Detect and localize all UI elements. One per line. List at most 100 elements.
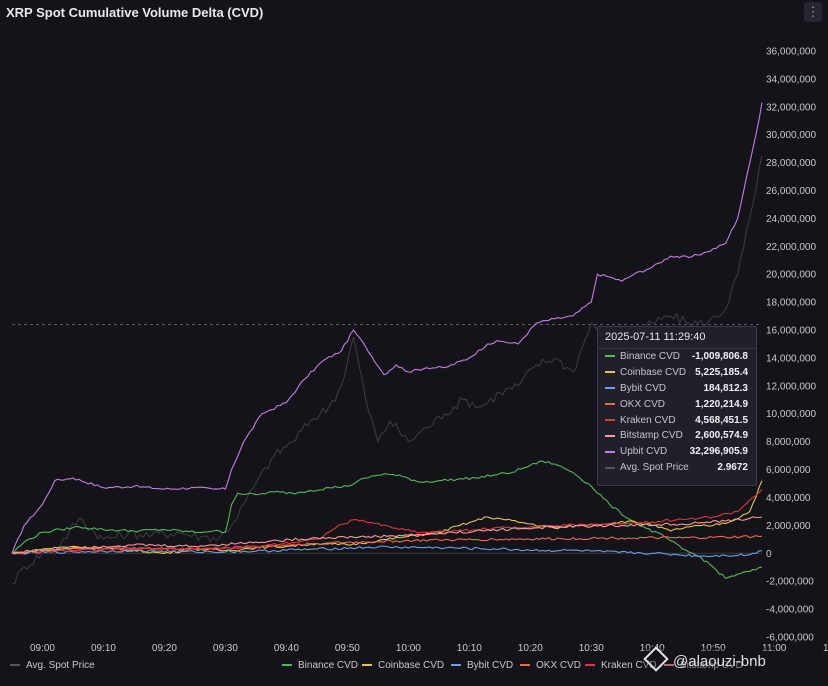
tooltip-swatch bbox=[605, 434, 615, 437]
series-line-upbit-cvd bbox=[11, 102, 763, 554]
tooltip-swatch bbox=[605, 355, 615, 358]
tooltip-series-name: OKX CVD bbox=[620, 398, 666, 410]
y-tick-label: -2,000,000 bbox=[766, 577, 814, 588]
tooltip-row: Bitstamp CVD 2,600,574.9 bbox=[598, 428, 756, 444]
tooltip-series-name: Kraken CVD bbox=[620, 414, 676, 426]
tooltip-series-value: 32,296,905.9 bbox=[689, 446, 748, 458]
x-tick-label: 09:40 bbox=[274, 643, 299, 654]
tooltip-series-value: 5,225,185.4 bbox=[695, 366, 748, 378]
legend-swatch bbox=[664, 664, 674, 667]
tooltip-swatch bbox=[605, 387, 615, 390]
y-tick-label: 28,000,000 bbox=[766, 158, 816, 169]
y-tick-label: 20,000,000 bbox=[766, 270, 816, 281]
tooltip-series-name: Coinbase CVD bbox=[620, 366, 687, 378]
legend-item-coinbase[interactable]: Coinbase CVD bbox=[362, 660, 444, 671]
series-line-kraken-cvd bbox=[11, 489, 763, 555]
y-tick-label: 30,000,000 bbox=[766, 130, 816, 141]
legend-swatch bbox=[362, 664, 372, 667]
tooltip-row: Bybit CVD 184,812.3 bbox=[598, 381, 756, 397]
legend-swatch bbox=[282, 664, 292, 667]
legend-label: Avg. Spot Price bbox=[26, 660, 95, 671]
x-tick-label: 10:20 bbox=[518, 643, 543, 654]
y-tick-label: 26,000,000 bbox=[766, 186, 816, 197]
legend-swatch bbox=[451, 664, 461, 667]
y-tick-label: 22,000,000 bbox=[766, 242, 816, 253]
tooltip-series-name: Avg. Spot Price bbox=[620, 462, 689, 474]
x-tick-label: 10:00 bbox=[396, 643, 421, 654]
x-tick-label: 10:30 bbox=[579, 643, 604, 654]
x-tick-label: 10:50 bbox=[701, 643, 726, 654]
tooltip-series-name: Bybit CVD bbox=[620, 382, 667, 394]
tooltip-series-value: 2.9672 bbox=[717, 462, 748, 474]
legend-label: Binance CVD bbox=[298, 660, 359, 671]
x-tick-label: 11:00 bbox=[762, 643, 787, 654]
watermark: @alaouzi-bnb bbox=[643, 646, 770, 672]
y-tick-label: 18,000,000 bbox=[766, 298, 816, 309]
x-tick-label: 10:40 bbox=[640, 643, 665, 654]
y-tick-label: 32,000,000 bbox=[766, 102, 816, 113]
y-tick-label: -4,000,000 bbox=[766, 605, 814, 616]
legend-label: Bybit CVD bbox=[467, 660, 514, 671]
tooltip-series-value: -1,009,806.8 bbox=[691, 351, 748, 362]
series-line-bybit-cvd bbox=[11, 545, 763, 558]
legend-swatch bbox=[10, 664, 20, 667]
legend-item-okx[interactable]: OKX CVD bbox=[520, 660, 581, 671]
x-tick-label: 10:10 bbox=[457, 643, 482, 654]
y-tick-label: 24,000,000 bbox=[766, 214, 816, 225]
tooltip-series-value: 1,220,214.9 bbox=[695, 398, 748, 410]
legend-item-avg-spot-price[interactable]: Avg. Spot Price bbox=[10, 660, 95, 671]
tooltip-row: OKX CVD 1,220,214.9 bbox=[598, 397, 756, 413]
chart-title: XRP Spot Cumulative Volume Delta (CVD) bbox=[6, 5, 264, 20]
x-tick-label: 09:20 bbox=[152, 643, 177, 654]
tooltip-row: Avg. Spot Price 2.9672 bbox=[598, 460, 756, 476]
legend-label: Coinbase CVD bbox=[378, 660, 445, 671]
tooltip-swatch bbox=[605, 450, 615, 453]
legend-item-bitstamp[interactable]: Bitstamp CVD bbox=[664, 660, 743, 671]
tooltip-series-name: Upbit CVD bbox=[620, 446, 668, 458]
y-tick-label: 4,000,000 bbox=[766, 493, 811, 504]
tooltip-series-value: 4,568,451.5 bbox=[695, 414, 748, 426]
legend-label: Bitstamp CVD bbox=[680, 660, 743, 671]
x-tick-label: 09:30 bbox=[213, 643, 238, 654]
y-tick-label: -6,000,000 bbox=[766, 633, 814, 644]
watermark-text: @alaouzi-bnb bbox=[673, 653, 766, 670]
legend-label: Kraken CVD bbox=[601, 660, 657, 671]
x-tick-label: 09:10 bbox=[91, 643, 116, 654]
tooltip-swatch bbox=[605, 371, 615, 374]
crosshair-tooltip: 2025-07-11 11:29:40 Binance CVD -1,009,80… bbox=[597, 326, 757, 486]
x-tick-label: 09:50 bbox=[335, 643, 360, 654]
tooltip-series-name: Bitstamp CVD bbox=[620, 430, 683, 442]
y-tick-label: 36,000,000 bbox=[766, 46, 816, 57]
tooltip-swatch bbox=[605, 466, 615, 469]
more-vertical-icon[interactable]: ⋮ bbox=[804, 2, 822, 22]
tooltip-row: Upbit CVD 32,296,905.9 bbox=[598, 444, 756, 460]
series-line-coinbase-cvd bbox=[11, 480, 763, 555]
y-tick-label: 10,000,000 bbox=[766, 409, 816, 420]
legend-item-binance[interactable]: Binance CVD bbox=[282, 660, 358, 671]
y-tick-label: 14,000,000 bbox=[766, 353, 816, 364]
tooltip-row: Coinbase CVD 5,225,185.4 bbox=[598, 365, 756, 381]
tooltip-swatch bbox=[605, 403, 615, 406]
legend-item-bybit[interactable]: Bybit CVD bbox=[451, 660, 513, 671]
legend-swatch bbox=[520, 664, 530, 667]
tooltip-time: 2025-07-11 11:29:40 bbox=[598, 327, 756, 349]
legend-label: OKX CVD bbox=[536, 660, 582, 671]
y-tick-label: 16,000,000 bbox=[766, 326, 816, 337]
y-tick-label: 8,000,000 bbox=[766, 437, 811, 448]
y-tick-label: 34,000,000 bbox=[766, 74, 816, 85]
y-tick-label: 0 bbox=[766, 549, 772, 560]
y-tick-label: 12,000,000 bbox=[766, 381, 816, 392]
y-tick-label: 6,000,000 bbox=[766, 465, 811, 476]
tooltip-swatch bbox=[605, 418, 615, 421]
tooltip-series-value: 2,600,574.9 bbox=[695, 430, 748, 442]
legend-swatch bbox=[585, 664, 595, 667]
tooltip-row: Kraken CVD 4,568,451.5 bbox=[598, 413, 756, 429]
watermark-logo-icon bbox=[643, 646, 669, 672]
series-line-bitstamp-cvd bbox=[11, 516, 763, 554]
tooltip-series-value: 184,812.3 bbox=[703, 382, 749, 394]
x-tick-label: 11:10 bbox=[823, 643, 828, 654]
tooltip-row: Binance CVD -1,009,806.8 bbox=[598, 349, 756, 365]
legend-item-kraken[interactable]: Kraken CVD bbox=[585, 660, 657, 671]
y-tick-label: 2,000,000 bbox=[766, 521, 811, 532]
